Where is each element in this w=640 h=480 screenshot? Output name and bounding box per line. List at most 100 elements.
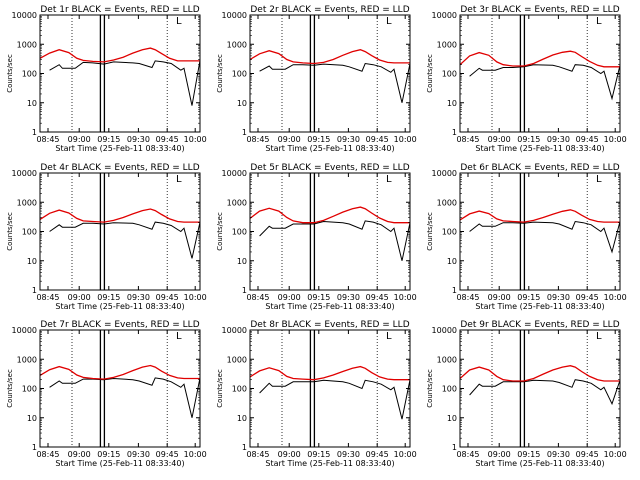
corner-mark: L (596, 331, 602, 342)
x-tick-label: 09:15 (97, 135, 120, 144)
series-line-lld (39, 208, 200, 223)
x-tick-label: 09:45 (366, 293, 389, 302)
plot-frame (459, 14, 621, 133)
series-line-events (469, 220, 621, 254)
chart-title: Det 8r BLACK = Events, RED = LLD (250, 320, 409, 330)
y-axis-label: Counts/sec (216, 369, 224, 408)
series-line-lld (249, 365, 410, 381)
y-tick-label: 1000 (437, 40, 457, 49)
y-tick-label: 10 (237, 99, 247, 108)
y-tick-label: 1 (242, 286, 247, 295)
y-tick-label: 10000 (12, 326, 37, 335)
x-tick-label: 09:15 (517, 293, 540, 302)
x-tick-label: 10:00 (184, 450, 207, 459)
x-tick-label: 09:00 (68, 135, 91, 144)
x-tick-label: 09:00 (488, 450, 511, 459)
x-tick-label: 10:00 (604, 450, 627, 459)
x-tick-label: 08:45 (36, 135, 59, 144)
y-tick-label: 10 (27, 99, 37, 108)
x-tick-label: 09:00 (488, 293, 511, 302)
x-tick-label: 09:00 (68, 293, 91, 302)
x-axis-label: Start Time (25-Feb-11 08:33:40) (55, 144, 184, 153)
y-tick-label: 1 (242, 443, 247, 452)
series-line-events (259, 220, 411, 261)
x-tick-label: 10:00 (184, 293, 207, 302)
x-tick-label: 09:30 (547, 293, 570, 302)
x-axis-label: Start Time (25-Feb-11 08:33:40) (55, 302, 184, 311)
corner-mark: L (176, 16, 182, 27)
x-tick-label: 09:15 (97, 450, 120, 459)
y-tick-label: 10000 (432, 169, 457, 178)
y-tick-label: 100 (232, 70, 247, 79)
y-tick-label: 100 (22, 228, 37, 237)
y-tick-label: 10000 (222, 326, 247, 335)
x-tick-label: 08:45 (36, 293, 59, 302)
chart-title: Det 3r BLACK = Events, RED = LLD (460, 5, 619, 15)
x-tick-label: 09:00 (278, 135, 301, 144)
plot-frame (459, 329, 621, 448)
y-axis-label: Counts/sec (6, 369, 14, 408)
x-tick-label: 09:45 (576, 293, 599, 302)
y-tick-label: 1000 (437, 198, 457, 207)
y-tick-label: 10 (27, 414, 37, 423)
y-tick-label: 1000 (17, 198, 37, 207)
x-tick-label: 08:45 (246, 450, 269, 459)
x-axis-label: Start Time (25-Feb-11 08:33:40) (475, 459, 604, 468)
plot-frame (249, 14, 411, 133)
corner-mark: L (386, 174, 392, 185)
y-axis-label: Counts/sec (426, 212, 434, 251)
x-tick-label: 09:30 (337, 135, 360, 144)
x-tick-label: 10:00 (604, 135, 627, 144)
chart-title: Det 6r BLACK = Events, RED = LLD (460, 163, 619, 173)
y-tick-label: 1000 (17, 355, 37, 364)
x-axis-label: Start Time (25-Feb-11 08:33:40) (475, 144, 604, 153)
series-line-lld (249, 206, 410, 224)
x-tick-label: 09:45 (366, 135, 389, 144)
series-line-lld (459, 365, 620, 382)
x-tick-label: 10:00 (394, 450, 417, 459)
y-tick-label: 10000 (12, 169, 37, 178)
x-tick-label: 09:45 (576, 450, 599, 459)
x-axis-label: Start Time (25-Feb-11 08:33:40) (265, 302, 394, 311)
x-tick-label: 08:45 (246, 135, 269, 144)
x-tick-label: 09:30 (547, 135, 570, 144)
y-tick-label: 10000 (432, 326, 457, 335)
y-tick-label: 100 (232, 385, 247, 394)
corner-mark: L (176, 174, 182, 185)
x-axis-label: Start Time (25-Feb-11 08:33:40) (475, 302, 604, 311)
series-line-lld (459, 50, 620, 68)
x-axis-label: Start Time (25-Feb-11 08:33:40) (265, 459, 394, 468)
y-tick-label: 1 (32, 128, 37, 137)
corner-mark: L (176, 331, 182, 342)
y-axis-label: Counts/sec (216, 212, 224, 251)
x-tick-label: 09:30 (127, 135, 150, 144)
series-line-lld (39, 47, 200, 63)
series-line-lld (459, 209, 620, 223)
series-line-events (49, 377, 201, 418)
plot-frame (249, 172, 411, 291)
x-tick-label: 09:15 (307, 293, 330, 302)
plot-frame (39, 172, 201, 291)
corner-mark: L (386, 331, 392, 342)
y-tick-label: 1000 (17, 40, 37, 49)
x-tick-label: 10:00 (604, 293, 627, 302)
x-tick-label: 08:45 (36, 450, 59, 459)
x-tick-label: 09:30 (127, 293, 150, 302)
y-axis-label: Counts/sec (426, 54, 434, 93)
series-line-lld (39, 364, 200, 380)
series-line-events (259, 62, 411, 103)
chart-title: Det 7r BLACK = Events, RED = LLD (40, 320, 199, 330)
y-tick-label: 10000 (12, 11, 37, 20)
plot-frame (249, 329, 411, 448)
y-tick-label: 1000 (227, 40, 247, 49)
x-tick-label: 09:45 (156, 293, 179, 302)
y-tick-label: 10 (237, 414, 247, 423)
x-tick-label: 09:30 (337, 450, 360, 459)
x-tick-label: 09:00 (278, 450, 301, 459)
series-line-events (469, 379, 621, 406)
